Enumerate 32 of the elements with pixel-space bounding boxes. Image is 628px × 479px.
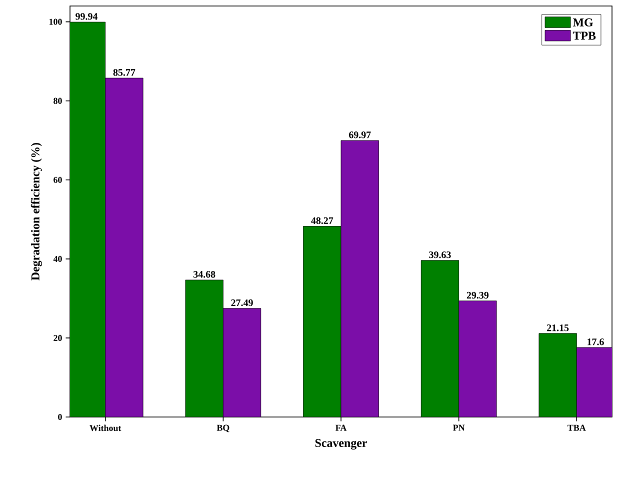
data-label: 99.94 (76, 13, 98, 20)
data-label: 29.39 (466, 292, 489, 299)
data-label: 17.6 (588, 338, 604, 346)
data-label: 48.27 (311, 217, 334, 224)
bar (222, 308, 262, 417)
data-label: 69.97 (348, 132, 371, 138)
y-axis-title: Degradation efficiency (%) (30, 142, 42, 280)
data-label: 34.68 (193, 270, 216, 278)
x-tick-label: FA (336, 424, 347, 431)
data-label: 85.77 (113, 69, 136, 76)
x-tick-label: PN (453, 424, 465, 431)
y-tick-label: 60 (54, 176, 62, 183)
data-label: 27.49 (231, 299, 253, 306)
x-tick-label: Without (90, 424, 122, 432)
y-tick-label: 40 (53, 256, 62, 262)
x-tick-label: TBA (568, 424, 586, 431)
bar (420, 260, 460, 417)
bar (458, 300, 497, 417)
bar (303, 226, 342, 417)
legend-label: TPB (572, 32, 596, 40)
y-tick-label: 0 (58, 414, 62, 420)
bar (185, 280, 224, 417)
x-axis-title: Scavenger (315, 438, 367, 450)
bar (538, 333, 577, 417)
y-tick-label: 100 (49, 18, 62, 25)
bar (341, 140, 379, 417)
x-tick-label: BQ (216, 424, 230, 432)
data-label: 21.15 (547, 324, 569, 332)
data-label: 39.63 (429, 251, 451, 258)
legend-label: MG (572, 18, 593, 26)
y-tick-label: 20 (54, 334, 62, 341)
y-tick-label: 80 (54, 98, 62, 104)
